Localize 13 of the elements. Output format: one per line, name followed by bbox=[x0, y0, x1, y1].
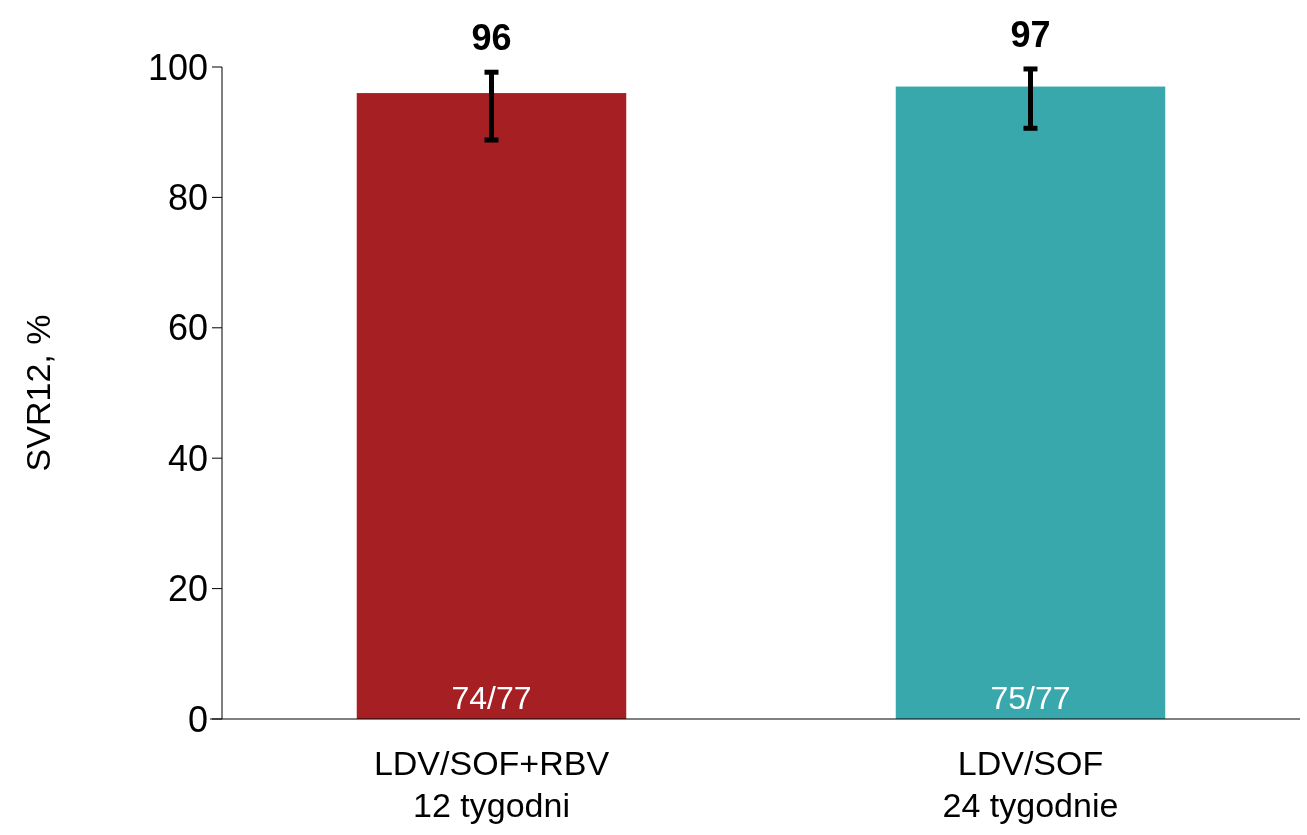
x-tick-label: LDV/SOF+RBV 12 tygodni bbox=[373, 744, 610, 824]
y-tick-label: 20 bbox=[167, 568, 208, 610]
y-tick-label: 80 bbox=[167, 177, 208, 218]
x-tick-label: LDV/SOF 24 tygodnie bbox=[942, 744, 1119, 824]
y-tick-label: 60 bbox=[167, 307, 208, 349]
data-label: 96 bbox=[471, 17, 512, 59]
y-tick-label: 100 bbox=[147, 46, 208, 88]
annotation: 75/77 bbox=[990, 680, 1071, 716]
y-tick-label: 0 bbox=[187, 698, 208, 740]
y-tick-label: 40 bbox=[167, 437, 208, 479]
y-axis-title: SVR12, % bbox=[19, 314, 57, 472]
data-label: 97 bbox=[1010, 13, 1051, 55]
annotation: 74/77 bbox=[451, 680, 532, 716]
